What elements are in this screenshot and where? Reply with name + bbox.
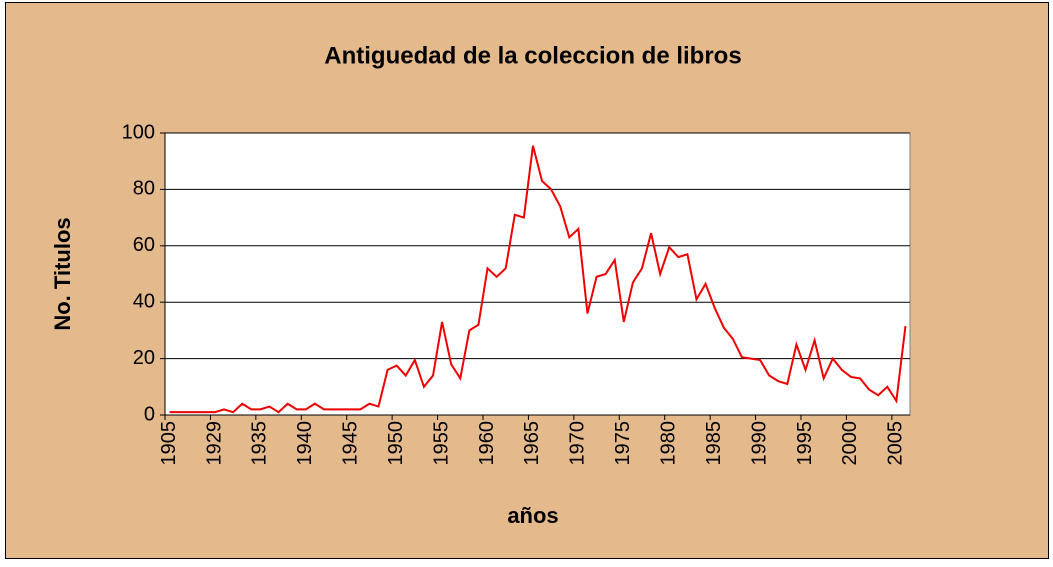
x-tick-label: 1950 [385, 421, 407, 466]
x-tick-label: 1995 [794, 421, 816, 466]
x-tick-label: 1980 [658, 421, 680, 466]
x-tick-label: 1940 [294, 421, 316, 466]
y-tick-label: 100 [122, 121, 155, 143]
y-tick-label: 60 [133, 234, 155, 256]
x-tick-label: 1990 [748, 421, 770, 466]
plot-area [164, 132, 911, 416]
x-tick-label: 1970 [567, 421, 589, 466]
chart-title: Antiguedad de la coleccion de libros [324, 42, 741, 69]
y-axis-label: No. Titulos [50, 217, 75, 330]
x-tick-label: 1965 [521, 421, 543, 466]
x-tick-label: 1955 [430, 421, 452, 466]
x-axis-label: años [507, 503, 558, 528]
y-tick-label: 80 [133, 178, 155, 200]
data-line [169, 145, 907, 414]
x-tick-label: 1905 [158, 421, 180, 466]
x-tick-label: 2005 [885, 421, 907, 466]
x-tick-label: 1929 [203, 421, 225, 466]
x-tick-label: 1935 [249, 421, 271, 466]
x-tick-label: 1945 [340, 421, 362, 466]
x-tick-label: 2000 [839, 421, 861, 466]
y-tick-label: 0 [144, 403, 155, 425]
x-tick-label: 1985 [703, 421, 725, 466]
y-tick-label: 40 [133, 290, 155, 312]
x-tick-label: 1975 [612, 421, 634, 466]
y-tick-label: 20 [133, 347, 155, 369]
x-tick-label: 1960 [476, 421, 498, 466]
